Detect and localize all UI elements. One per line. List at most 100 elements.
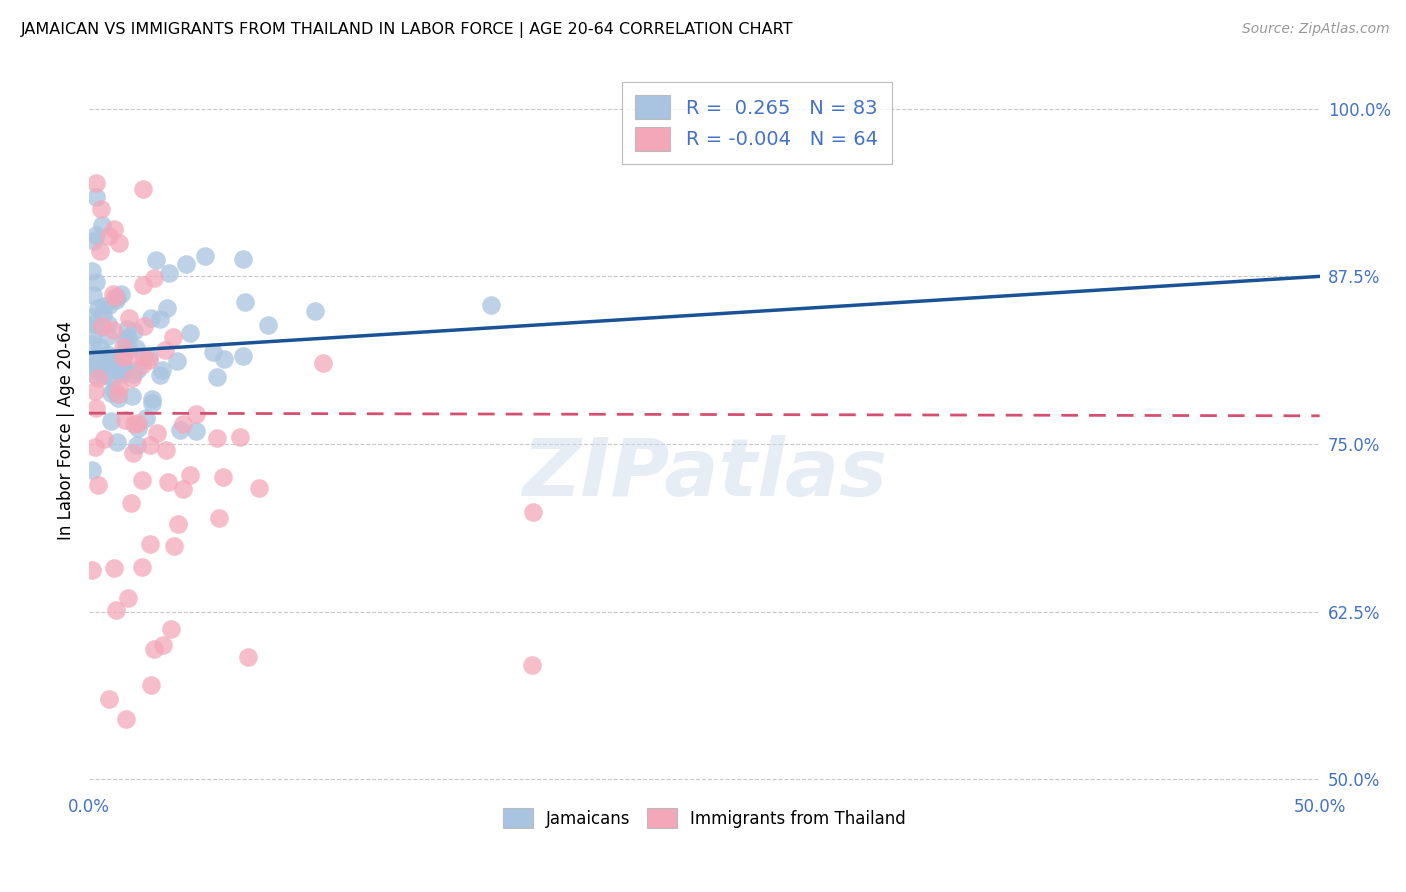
Point bbox=[132, 182, 155, 196]
Point bbox=[84, 384, 107, 399]
Point bbox=[84, 401, 107, 415]
Point bbox=[212, 352, 235, 367]
Point bbox=[103, 287, 125, 301]
Point bbox=[100, 385, 122, 400]
Point bbox=[107, 359, 129, 374]
Point bbox=[304, 304, 326, 318]
Point bbox=[166, 516, 188, 531]
Point bbox=[184, 424, 207, 438]
Point bbox=[93, 298, 115, 312]
Point bbox=[105, 603, 128, 617]
Point bbox=[205, 431, 228, 445]
Point bbox=[138, 352, 160, 367]
Point bbox=[80, 463, 103, 477]
Point bbox=[115, 712, 138, 726]
Point bbox=[156, 475, 179, 489]
Point bbox=[138, 438, 160, 452]
Point bbox=[232, 252, 254, 266]
Point bbox=[100, 353, 122, 368]
Point bbox=[162, 330, 184, 344]
Point bbox=[186, 407, 208, 421]
Text: JAMAICAN VS IMMIGRANTS FROM THAILAND IN LABOR FORCE | AGE 20-64 CORRELATION CHAR: JAMAICAN VS IMMIGRANTS FROM THAILAND IN … bbox=[21, 22, 793, 38]
Point bbox=[124, 324, 146, 338]
Point bbox=[108, 365, 131, 379]
Point bbox=[83, 234, 105, 248]
Text: Source: ZipAtlas.com: Source: ZipAtlas.com bbox=[1241, 22, 1389, 37]
Point bbox=[121, 389, 143, 403]
Point bbox=[93, 368, 115, 383]
Point bbox=[208, 511, 231, 525]
Point bbox=[86, 176, 108, 190]
Point bbox=[201, 345, 224, 359]
Point bbox=[135, 411, 157, 425]
Point bbox=[104, 290, 127, 304]
Text: ZIPatlas: ZIPatlas bbox=[522, 435, 887, 513]
Point bbox=[93, 432, 115, 446]
Point bbox=[91, 218, 114, 232]
Point bbox=[100, 352, 122, 367]
Point bbox=[194, 249, 217, 263]
Point bbox=[232, 349, 254, 363]
Point bbox=[155, 443, 177, 458]
Point bbox=[312, 356, 335, 370]
Point bbox=[211, 469, 233, 483]
Point bbox=[96, 347, 118, 361]
Point bbox=[236, 650, 259, 665]
Point bbox=[87, 360, 110, 375]
Point bbox=[84, 275, 107, 289]
Point bbox=[110, 286, 132, 301]
Point bbox=[127, 421, 149, 435]
Point bbox=[125, 438, 148, 452]
Point bbox=[107, 391, 129, 405]
Point bbox=[141, 392, 163, 406]
Point bbox=[117, 331, 139, 345]
Point bbox=[117, 342, 139, 356]
Point bbox=[82, 368, 104, 382]
Point bbox=[97, 297, 120, 311]
Point bbox=[146, 425, 169, 440]
Point bbox=[149, 312, 172, 326]
Point bbox=[163, 539, 186, 553]
Point bbox=[80, 310, 103, 325]
Point bbox=[111, 361, 134, 376]
Point bbox=[122, 417, 145, 432]
Point bbox=[105, 290, 128, 304]
Point bbox=[111, 341, 134, 355]
Point bbox=[142, 270, 165, 285]
Point bbox=[115, 340, 138, 354]
Point bbox=[256, 318, 278, 332]
Point bbox=[169, 424, 191, 438]
Point bbox=[103, 383, 125, 397]
Point bbox=[105, 434, 128, 449]
Point bbox=[520, 658, 543, 673]
Point bbox=[93, 357, 115, 371]
Point bbox=[80, 327, 103, 342]
Point bbox=[145, 253, 167, 268]
Point bbox=[141, 311, 163, 326]
Point bbox=[166, 353, 188, 368]
Point bbox=[84, 351, 107, 365]
Point bbox=[127, 416, 149, 430]
Point bbox=[97, 318, 120, 332]
Point bbox=[91, 308, 114, 322]
Point bbox=[141, 395, 163, 409]
Point bbox=[114, 332, 136, 346]
Point bbox=[114, 345, 136, 359]
Point bbox=[80, 337, 103, 351]
Point bbox=[156, 301, 179, 315]
Point bbox=[115, 349, 138, 363]
Point bbox=[83, 317, 105, 331]
Point bbox=[89, 340, 111, 354]
Point bbox=[90, 319, 112, 334]
Point bbox=[103, 323, 125, 337]
Point bbox=[118, 311, 141, 326]
Point bbox=[152, 638, 174, 652]
Point bbox=[111, 350, 134, 364]
Point bbox=[179, 326, 201, 340]
Point bbox=[100, 370, 122, 384]
Point bbox=[150, 362, 173, 376]
Point bbox=[84, 440, 107, 454]
Point bbox=[100, 414, 122, 428]
Point bbox=[121, 496, 143, 510]
Point bbox=[229, 430, 252, 444]
